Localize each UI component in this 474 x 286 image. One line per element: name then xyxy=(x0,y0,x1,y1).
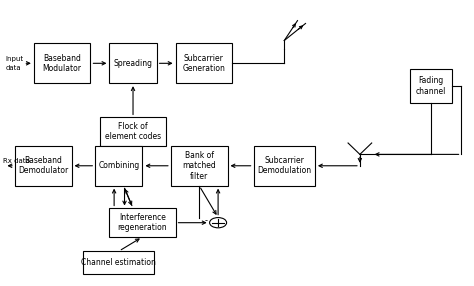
FancyBboxPatch shape xyxy=(109,208,175,237)
Text: Input: Input xyxy=(5,56,24,62)
FancyBboxPatch shape xyxy=(34,43,91,83)
FancyBboxPatch shape xyxy=(83,251,155,274)
FancyBboxPatch shape xyxy=(15,146,72,186)
Text: Rx data: Rx data xyxy=(3,158,30,164)
Text: Flock of
element codes: Flock of element codes xyxy=(105,122,161,141)
FancyBboxPatch shape xyxy=(254,146,315,186)
FancyBboxPatch shape xyxy=(410,69,452,103)
Text: Combining: Combining xyxy=(98,161,139,170)
Text: Subcarrier
Demodulation: Subcarrier Demodulation xyxy=(257,156,311,176)
FancyBboxPatch shape xyxy=(175,43,232,83)
Text: Spreading: Spreading xyxy=(114,59,153,68)
FancyBboxPatch shape xyxy=(95,146,143,186)
Text: Fading
channel: Fading channel xyxy=(416,76,446,96)
Text: Channel estimation: Channel estimation xyxy=(82,258,156,267)
FancyBboxPatch shape xyxy=(100,117,166,146)
Text: data: data xyxy=(5,65,21,71)
Text: Subcarrier
Generation: Subcarrier Generation xyxy=(182,53,225,73)
FancyBboxPatch shape xyxy=(171,146,228,186)
Text: Baseband
Demodulator: Baseband Demodulator xyxy=(18,156,68,176)
Text: Bank of
matched
filter: Bank of matched filter xyxy=(182,151,216,181)
Text: Interference
regeneration: Interference regeneration xyxy=(118,213,167,233)
Text: -: - xyxy=(204,217,207,225)
FancyBboxPatch shape xyxy=(109,43,156,83)
Text: Baseband
Modulator: Baseband Modulator xyxy=(43,53,82,73)
